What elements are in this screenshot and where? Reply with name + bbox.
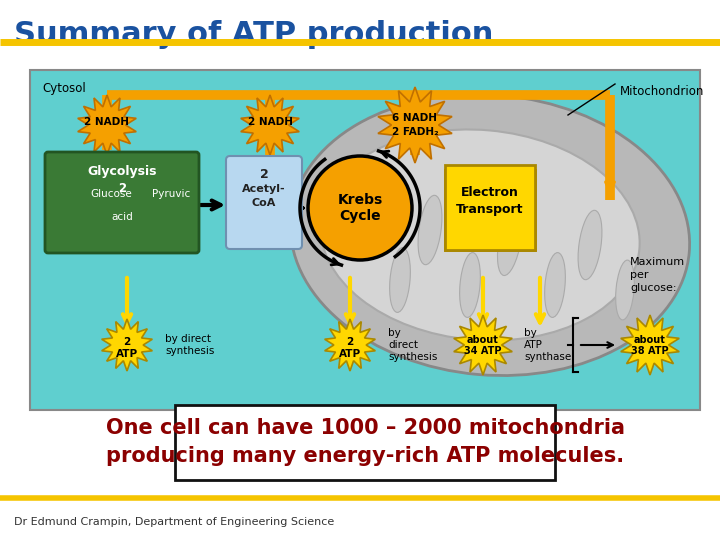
- Text: Transport: Transport: [456, 204, 523, 217]
- Text: Glycolysis: Glycolysis: [87, 165, 157, 178]
- Text: One cell can have 1000 – 2000 mitochondria
producing many energy-rich ATP molecu: One cell can have 1000 – 2000 mitochondr…: [106, 418, 624, 467]
- Text: 6 NADH: 6 NADH: [392, 113, 438, 123]
- Ellipse shape: [390, 248, 410, 312]
- Text: CoA: CoA: [252, 198, 276, 208]
- Text: ATP: ATP: [339, 349, 361, 359]
- Text: Mitochondrion: Mitochondrion: [620, 85, 704, 98]
- Text: by
direct
synthesis: by direct synthesis: [388, 328, 437, 362]
- Text: 2: 2: [123, 337, 130, 347]
- Text: Electron: Electron: [461, 186, 519, 199]
- Polygon shape: [102, 319, 153, 371]
- Polygon shape: [325, 319, 375, 371]
- Polygon shape: [240, 95, 300, 155]
- FancyBboxPatch shape: [445, 170, 535, 250]
- Text: Maximum
per
glucose:: Maximum per glucose:: [630, 257, 685, 293]
- Ellipse shape: [498, 205, 523, 275]
- Circle shape: [308, 156, 412, 260]
- Polygon shape: [78, 95, 136, 155]
- Text: 38 ATP: 38 ATP: [631, 346, 669, 356]
- Ellipse shape: [418, 195, 442, 265]
- Text: Glucose: Glucose: [90, 189, 132, 199]
- Ellipse shape: [616, 260, 634, 320]
- FancyBboxPatch shape: [45, 152, 199, 253]
- Text: Dr Edmund Crampin, Department of Engineering Science: Dr Edmund Crampin, Department of Enginee…: [14, 517, 334, 527]
- Text: 2: 2: [260, 168, 269, 181]
- FancyBboxPatch shape: [175, 405, 555, 480]
- Polygon shape: [445, 165, 535, 250]
- Text: 2: 2: [346, 337, 354, 347]
- Text: 2: 2: [118, 182, 126, 195]
- Ellipse shape: [362, 163, 387, 237]
- Text: 2 NADH: 2 NADH: [248, 117, 292, 127]
- Ellipse shape: [544, 253, 565, 318]
- Text: by direct
synthesis: by direct synthesis: [165, 334, 215, 356]
- Text: acid: acid: [111, 212, 133, 222]
- Ellipse shape: [290, 94, 690, 375]
- Text: Cytosol: Cytosol: [42, 82, 86, 95]
- Text: about: about: [634, 335, 666, 345]
- Polygon shape: [621, 315, 679, 375]
- FancyBboxPatch shape: [30, 70, 700, 410]
- Text: by
ATP
synthase: by ATP synthase: [524, 328, 571, 362]
- Text: Acetyl-: Acetyl-: [242, 184, 286, 194]
- Polygon shape: [454, 315, 512, 375]
- Ellipse shape: [459, 253, 480, 318]
- Text: about: about: [467, 335, 499, 345]
- Polygon shape: [378, 87, 452, 163]
- FancyBboxPatch shape: [226, 156, 302, 249]
- Text: Krebs: Krebs: [338, 193, 382, 207]
- Text: ATP: ATP: [116, 349, 138, 359]
- Text: Summary of ATP production: Summary of ATP production: [14, 20, 493, 49]
- Text: 2 NADH: 2 NADH: [84, 117, 130, 127]
- Text: 2 FADH₂: 2 FADH₂: [392, 127, 438, 137]
- Ellipse shape: [578, 210, 602, 280]
- Polygon shape: [445, 165, 535, 250]
- Text: Pyruvic: Pyruvic: [152, 189, 190, 199]
- Text: 34 ATP: 34 ATP: [464, 346, 502, 356]
- Text: Cycle: Cycle: [339, 209, 381, 223]
- Ellipse shape: [320, 130, 639, 341]
